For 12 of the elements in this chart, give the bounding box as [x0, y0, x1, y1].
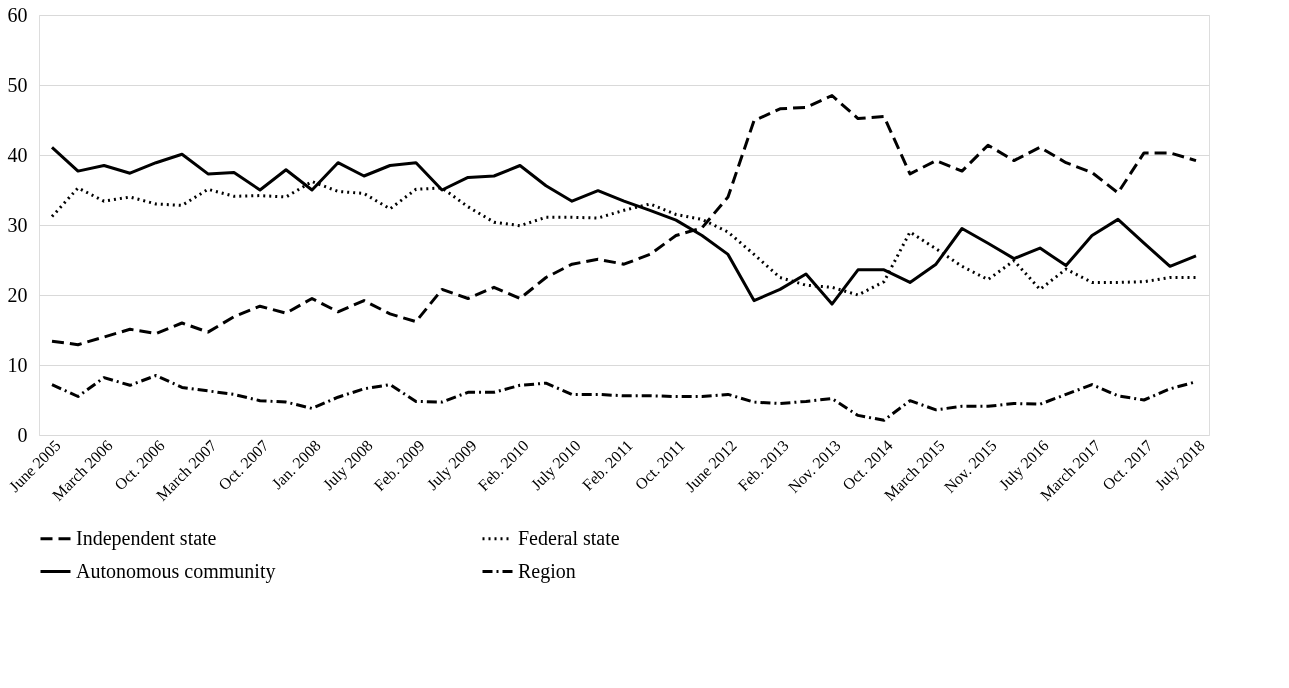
- y-tick-label: 30: [7, 213, 28, 236]
- line-series: [50, 94, 1198, 347]
- legend-label: Autonomous community: [76, 559, 276, 583]
- legend-label: Region: [518, 559, 576, 583]
- y-tick-label: 50: [7, 73, 28, 96]
- y-tick-label: 10: [7, 353, 28, 376]
- y-tick-label: 60: [7, 3, 28, 26]
- y-tick-label: 20: [7, 283, 28, 306]
- legend-label: Independent state: [76, 526, 217, 550]
- y-tick-label: 40: [7, 143, 28, 166]
- y-tick-label: 0: [17, 423, 28, 446]
- legend-label: Federal state: [518, 526, 620, 549]
